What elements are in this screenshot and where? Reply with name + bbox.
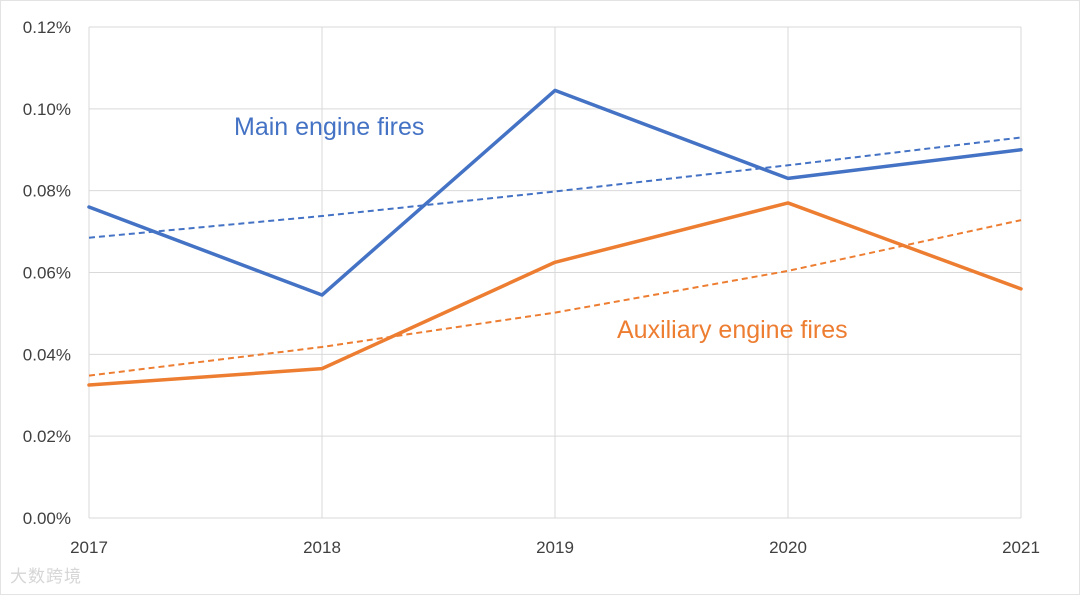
series-line-main-engine-fires [87,88,1023,297]
series-labels: Main engine fires Auxiliary engine fires [234,113,848,344]
series-line-auxiliary-engine-fires [87,201,1023,387]
y-tick-label: 0.02% [23,427,71,446]
x-tick-label: 2018 [303,538,341,557]
y-tick-label: 0.08% [23,182,71,201]
x-tick-label: 2019 [536,538,574,557]
y-tick-label: 0.12% [23,18,71,37]
x-tick-label: 2021 [1002,538,1040,557]
trendlines [88,136,1022,377]
watermark-text: 大数跨境 [10,567,82,587]
gridlines [88,26,1022,519]
y-tick-label: 0.10% [23,100,71,119]
y-tick-label: 0.06% [23,264,71,283]
x-tick-label: 2020 [769,538,807,557]
series-label-auxiliary-engine-fires: Auxiliary engine fires [617,316,848,344]
trendline-main-engine-fires [88,136,1022,239]
trendline-auxiliary-engine-fires [88,219,1022,377]
y-axis-tick-labels: 0.00% 0.02% 0.04% 0.06% 0.08% 0.10% 0.12% [23,18,71,528]
series-lines [87,88,1023,387]
x-tick-label: 2017 [70,538,108,557]
y-tick-label: 0.04% [23,345,71,364]
y-tick-label: 0.00% [23,509,71,528]
series-label-main-engine-fires: Main engine fires [234,113,424,141]
x-axis-tick-labels: 2017 2018 2019 2020 2021 [70,538,1040,557]
